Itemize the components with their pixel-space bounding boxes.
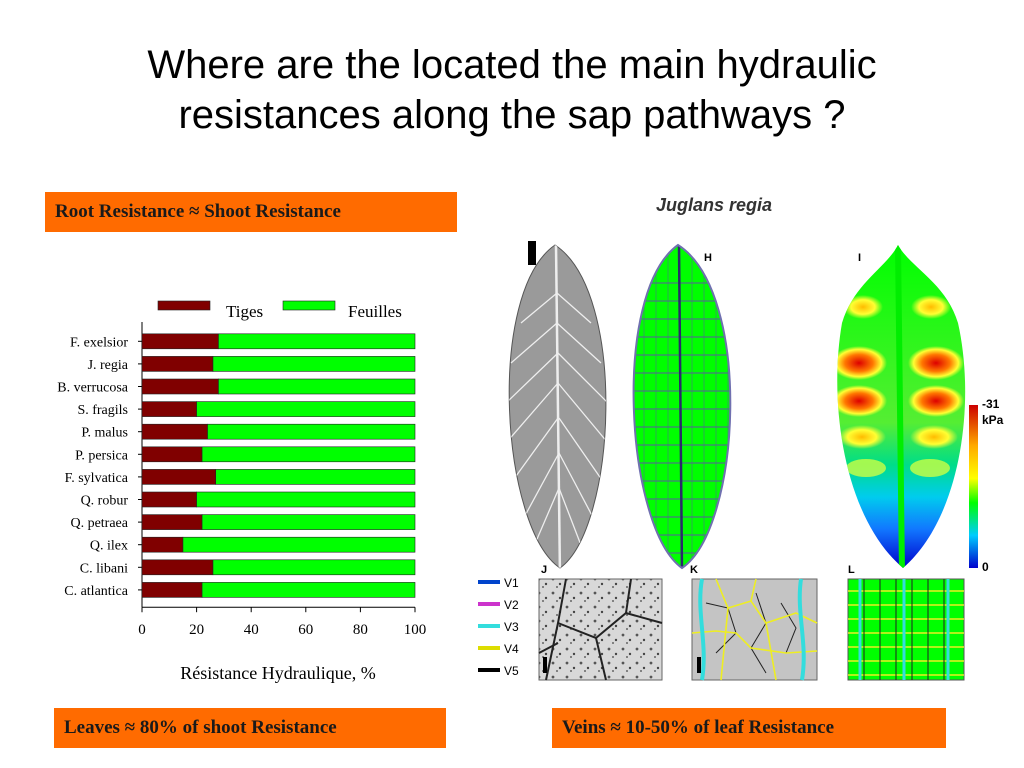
category-label: Q. robur [81,494,129,509]
vein-legend-v2: V2 [504,598,519,612]
bar-tiges [141,423,208,440]
juglans-regia-figure: Juglans regia G H I [478,195,1004,681]
bar-tiges [141,491,197,508]
bar-tiges [141,469,217,485]
panel-label-h: H [704,252,712,264]
bar-feuilles [212,356,416,372]
slide-title: Where are the located the main hydraulic… [0,40,1024,140]
panel-g-leaf-photo: G [508,241,607,569]
veins-resistance-box: Veins ≈ 10-50% of leaf Resistance [552,708,946,748]
chart-x-ticks: 0 20 40 60 80 100 [138,607,426,638]
bar-feuilles [196,491,416,508]
bar-feuilles [196,401,416,417]
colorbar-top-label: -31 [982,397,1000,411]
bar-feuilles [182,536,416,553]
x-tick-label: 80 [353,622,368,638]
chart-bars [141,333,416,598]
title-line-1: Where are the located the main hydraulic [147,43,877,87]
panel-label-i: I [858,252,861,264]
panel-i-pressure-map: I [837,245,966,568]
category-label: Q. petraea [70,516,128,531]
bar-tiges [141,514,203,530]
category-label: Q. ilex [90,539,128,554]
bar-feuilles [218,333,416,350]
bar-feuilles [215,469,416,485]
bar-feuilles [207,423,416,440]
bar-feuilles [201,446,416,463]
vein-legend-v5: V5 [504,664,519,678]
bar-tiges [141,333,219,350]
legend-swatch-feuilles [282,300,336,311]
panel-label-j: J [541,564,547,576]
vein-legend-v1: V1 [504,576,519,590]
category-label: C. libani [80,561,128,576]
category-label: J. regia [88,358,129,373]
title-line-2: resistances along the sap pathways ? [178,93,846,137]
bar-tiges [141,559,214,576]
category-label: C. atlantica [64,584,129,599]
bar-feuilles [212,559,416,576]
bar-feuilles [201,514,416,530]
category-label: F. exelsior [70,335,128,350]
legend-swatch-tiges [157,300,211,311]
bar-tiges [141,446,203,463]
root-resistance-box: Root Resistance ≈ Shoot Resistance [45,192,457,232]
legend-label-feuilles: Feuilles [348,302,402,321]
bar-feuilles [201,582,416,598]
panel-j-micrograph: J [538,564,663,681]
bar-feuilles [218,378,416,395]
x-tick-label: 0 [138,622,146,638]
figure-title: Juglans regia [656,195,772,215]
bar-tiges [141,536,184,553]
colorbar-unit-label: kPa [982,413,1004,427]
category-label: B. verrucosa [57,381,129,396]
panel-label-l: L [848,564,855,576]
legend-label-tiges: Tiges [226,302,263,321]
panel-k-vein-network: K [690,564,818,681]
pressure-colorbar: -31 kPa 0 [969,397,1004,574]
bar-tiges [141,401,197,417]
vein-legend-v4: V4 [504,642,519,656]
x-tick-label: 60 [298,622,313,638]
vein-order-legend: V1 V2 V3 V4 V5 [478,576,519,678]
panel-l-grid-model: L [847,564,965,681]
vein-legend-v3: V3 [504,620,519,634]
bar-tiges [141,582,203,598]
category-label: P. persica [75,448,129,463]
hydraulic-resistance-chart: Tiges Feuilles F. exelsior J. regia B. verr… [57,300,426,683]
panel-h-model-grid: H [632,243,732,570]
category-label: P. malus [81,426,128,441]
chart-category-labels: F. exelsior J. regia B. verrucosa S. fragil… [57,335,129,599]
colorbar-bottom-label: 0 [982,560,989,574]
bar-tiges [141,356,214,372]
chart-legend: Tiges Feuilles [157,300,402,321]
bar-tiges [141,378,219,395]
category-label: S. fragils [77,403,128,418]
x-tick-label: 20 [189,622,204,638]
x-tick-label: 100 [404,622,427,638]
category-label: F. sylvatica [65,471,129,486]
leaves-resistance-box: Leaves ≈ 80% of shoot Resistance [54,708,446,748]
x-tick-label: 40 [244,622,259,638]
chart-x-label: Résistance Hydraulique, % [180,663,375,683]
panel-label-k: K [690,564,698,576]
